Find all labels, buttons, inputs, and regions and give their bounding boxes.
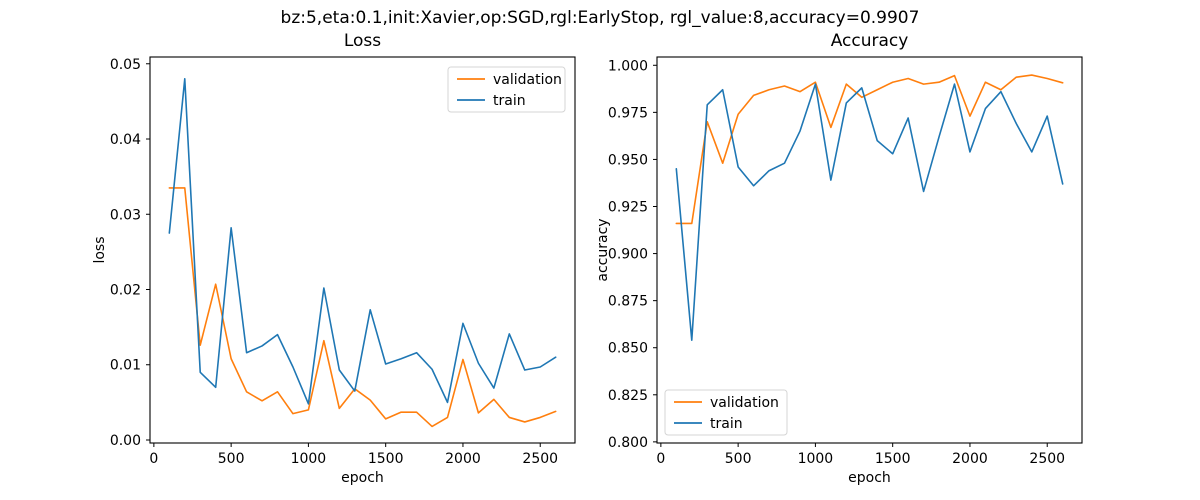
loss-y-tick-label: 0.04: [110, 132, 141, 148]
loss-plot-title: Loss: [344, 31, 381, 51]
accuracy-x-axis-label: epoch: [848, 470, 891, 486]
loss-y-tick-label: 0.05: [110, 57, 141, 73]
loss-legend-train-label: train: [493, 93, 526, 109]
accuracy-x-tick-label: 1000: [798, 451, 834, 467]
loss-legend-validation-label: validation: [493, 72, 562, 88]
accuracy-validation-series-line: [675, 74, 1064, 225]
loss-y-tick-label: 0.01: [110, 358, 141, 374]
accuracy-plot-title: Accuracy: [831, 31, 909, 51]
loss-x-tick-label: 1000: [291, 451, 327, 467]
accuracy-y-tick-label: 0.850: [608, 341, 648, 357]
accuracy-y-tick-label: 0.975: [608, 105, 648, 121]
loss-y-axis-label: loss: [92, 236, 108, 263]
accuracy-x-tick-label: 2000: [952, 451, 988, 467]
accuracy-x-tick-label: 500: [725, 451, 752, 467]
accuracy-y-tick-label: 1.000: [608, 58, 648, 74]
loss-x-tick-label: 1500: [368, 451, 404, 467]
loss-x-tick-label: 500: [218, 451, 245, 467]
accuracy-y-tick-label: 0.875: [608, 294, 648, 310]
loss-plot-frame: [149, 56, 576, 444]
accuracy-y-axis-label: accuracy: [595, 218, 611, 281]
loss-x-tick-label: 0: [149, 451, 158, 467]
accuracy-x-tick-label: 1500: [875, 451, 911, 467]
accuracy-y-tick-label: 0.950: [608, 152, 648, 168]
loss-x-tick-label: 2000: [445, 451, 481, 467]
accuracy-train-series-line: [675, 83, 1064, 341]
accuracy-plot-frame: [656, 56, 1083, 444]
accuracy-y-tick-label: 0.925: [608, 200, 648, 216]
loss-y-tick-label: 0.00: [110, 433, 141, 449]
loss-y-tick-label: 0.03: [110, 207, 141, 223]
accuracy-x-tick-label: 0: [656, 451, 665, 467]
accuracy-y-tick-label: 0.825: [608, 388, 648, 404]
accuracy-x-tick-label: 2500: [1029, 451, 1065, 467]
accuracy-y-tick-label: 0.800: [608, 435, 648, 451]
loss-validation-series-line: [168, 187, 557, 428]
accuracy-y-tick-label: 0.900: [608, 247, 648, 263]
accuracy-legend-validation-label: validation: [710, 395, 779, 411]
loss-x-axis-label: epoch: [341, 470, 384, 486]
loss-y-tick-label: 0.02: [110, 283, 141, 299]
loss-x-tick-label: 2500: [522, 451, 558, 467]
loss-train-series-line: [168, 78, 557, 405]
accuracy-legend-train-label: train: [710, 416, 743, 432]
figure-suptitle: bz:5,eta:0.1,init:Xavier,op:SGD,rgl:Earl…: [280, 8, 920, 28]
